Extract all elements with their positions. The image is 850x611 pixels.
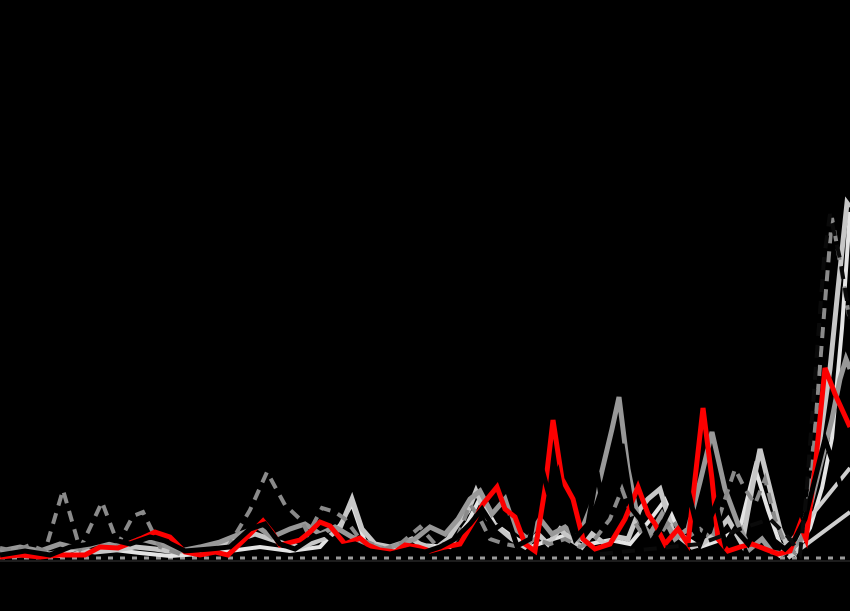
series-dark-gray-dashed-line <box>0 217 850 557</box>
series-red-line <box>0 367 850 560</box>
series-medium-gray-line <box>0 351 850 557</box>
series-black-line <box>0 430 850 558</box>
series-light-gray-fan-lower <box>786 510 850 560</box>
series-black-dashed-line <box>599 213 850 560</box>
